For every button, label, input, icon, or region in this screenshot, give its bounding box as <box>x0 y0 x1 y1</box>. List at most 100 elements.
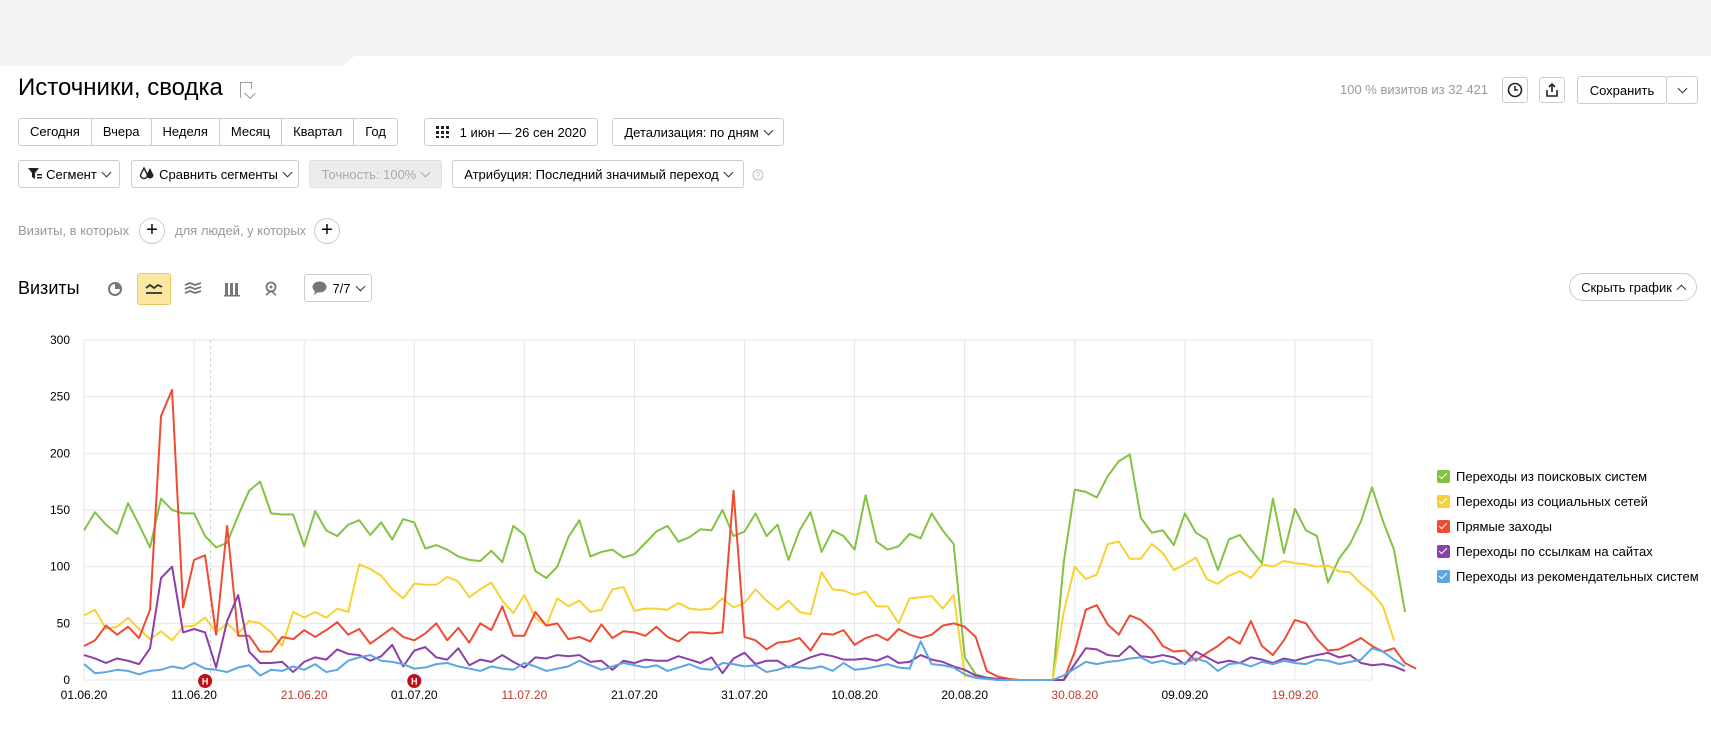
bar-chart-icon <box>224 283 240 297</box>
x-tick-label: 01.06.20 <box>61 688 108 702</box>
segment-dropdown[interactable]: Сегмент <box>18 160 120 188</box>
compare-label: Сравнить сегменты <box>159 166 278 182</box>
compare-segments-dropdown[interactable]: Сравнить сегменты <box>131 160 299 188</box>
visits-line-chart: 0 50 100 150 200 250 300 01.06.20 11.06.20 21.06.… <box>50 333 1417 702</box>
x-tick-label: 31.07.20 <box>721 688 768 702</box>
legend-label: Переходы из поисковых систем <box>1456 469 1648 484</box>
add-visit-condition-button[interactable]: + <box>139 218 165 244</box>
legend-label: Переходы по ссылкам на сайтах <box>1456 544 1653 559</box>
calendar-grid-icon <box>435 126 449 138</box>
y-tick-label: 250 <box>50 390 70 404</box>
legend-label: Прямые заходы <box>1456 519 1553 534</box>
hide-chart-button[interactable]: Скрыть график <box>1569 273 1697 301</box>
share-icon <box>1546 82 1558 97</box>
detail-dropdown[interactable]: Детализация: по дням <box>612 118 784 146</box>
chart-legend: Переходы из поисковых систем Переходы из… <box>1437 464 1699 589</box>
annotations-dropdown[interactable]: 7/7 <box>304 274 372 302</box>
legend-item-social[interactable]: Переходы из социальных сетей <box>1437 489 1699 514</box>
save-button[interactable]: Сохранить <box>1577 76 1667 104</box>
period-month[interactable]: Месяц <box>220 119 283 145</box>
clock-icon <box>1507 82 1523 98</box>
y-tick-label: 200 <box>50 446 70 460</box>
series-line <box>83 540 1395 681</box>
period-quarter[interactable]: Квартал <box>282 119 355 145</box>
x-tick-label: 11.07.20 <box>501 688 547 702</box>
period-week[interactable]: Неделя <box>152 119 220 145</box>
y-tick-label: 300 <box>50 333 70 347</box>
svg-text:?: ? <box>756 171 761 180</box>
page-title: Источники, сводка <box>18 74 223 101</box>
chevron-down-icon <box>763 125 774 135</box>
chevron-down-icon <box>723 167 734 177</box>
checkbox-icon <box>1437 520 1450 533</box>
chevron-down-icon <box>282 167 293 177</box>
attribution-label: Атрибуция: Последний значимый переход <box>464 166 719 182</box>
period-today[interactable]: Сегодня <box>19 119 92 145</box>
x-tick-label: 21.07.20 <box>611 688 658 702</box>
segment-label: Сегмент <box>46 166 97 182</box>
bar-chart-button[interactable] <box>215 273 249 305</box>
add-people-condition-button[interactable]: + <box>314 218 340 244</box>
chevron-up-icon <box>1676 284 1687 294</box>
history-button[interactable] <box>1502 77 1528 103</box>
bookmark-icon[interactable] <box>240 82 252 98</box>
period-selector: Сегодня Вчера Неделя Месяц Квартал Год <box>18 118 398 146</box>
accuracy-label: Точность: 100% <box>321 166 417 182</box>
checkbox-icon <box>1437 470 1450 483</box>
x-tick-label: 01.07.20 <box>391 688 438 702</box>
chevron-down-icon <box>420 167 431 177</box>
export-button[interactable] <box>1539 77 1565 103</box>
comment-icon <box>312 281 327 295</box>
legend-item-search[interactable]: Переходы из поисковых систем <box>1437 464 1699 489</box>
legend-label: Переходы из социальных сетей <box>1456 494 1648 509</box>
detail-label: Детализация: по дням <box>624 124 759 140</box>
checkbox-icon <box>1437 570 1450 583</box>
visits-info: 100 % визитов из 32 421 <box>1340 82 1489 97</box>
y-tick-label: 50 <box>57 616 71 630</box>
area-chart-button[interactable] <box>176 273 210 305</box>
checkbox-icon <box>1437 495 1450 508</box>
save-menu-button[interactable] <box>1666 76 1698 104</box>
top-bar <box>0 0 1711 56</box>
chevron-down-icon <box>101 167 112 177</box>
map-button[interactable] <box>254 273 288 305</box>
top-bar-notch <box>0 52 360 66</box>
x-tick-label: 09.09.20 <box>1161 688 1208 702</box>
checkbox-icon <box>1437 545 1450 558</box>
line-chart-icon <box>145 283 163 294</box>
stacked-area-icon <box>184 282 202 294</box>
date-range-label: 1 июн — 26 сен 2020 <box>459 124 587 140</box>
filter-icon <box>28 168 43 179</box>
legend-item-links[interactable]: Переходы по ссылкам на сайтах <box>1437 539 1699 564</box>
legend-label: Переходы из рекомендательных систем <box>1456 569 1699 584</box>
period-yesterday[interactable]: Вчера <box>92 119 152 145</box>
series-line <box>83 453 1407 681</box>
x-tick-label: 20.08.20 <box>941 688 988 702</box>
x-tick-label: 19.09.20 <box>1272 688 1319 702</box>
y-tick-label: 100 <box>50 560 70 574</box>
annotation-marker <box>407 674 422 688</box>
accuracy-dropdown: Точность: 100% <box>309 160 442 188</box>
period-year[interactable]: Год <box>365 124 386 139</box>
line-chart-button[interactable] <box>137 273 171 305</box>
pie-chart-icon <box>108 282 122 296</box>
legend-item-recommend[interactable]: Переходы из рекомендательных систем <box>1437 564 1699 589</box>
help-icon[interactable]: ? <box>752 169 764 181</box>
series-line <box>83 640 1406 681</box>
chevron-down-icon <box>355 281 365 291</box>
visits-condition-label: Визиты, в которых <box>18 223 130 238</box>
series-line <box>83 565 1406 681</box>
drops-icon <box>139 167 154 180</box>
hide-chart-label: Скрыть график <box>1581 279 1672 295</box>
attribution-dropdown[interactable]: Атрибуция: Последний значимый переход <box>452 160 744 188</box>
x-tick-label: 30.08.20 <box>1051 688 1098 702</box>
annotation-marker-label: Н <box>202 677 209 687</box>
y-tick-label: 150 <box>50 503 70 517</box>
pie-chart-button[interactable] <box>98 273 132 305</box>
annotations-count: 7/7 <box>332 280 351 296</box>
people-condition-label: для людей, у которых <box>175 223 307 238</box>
x-tick-label: 10.08.20 <box>831 688 878 702</box>
legend-item-direct[interactable]: Прямые заходы <box>1437 514 1699 539</box>
date-range-picker[interactable]: 1 июн — 26 сен 2020 <box>424 118 598 146</box>
x-tick-label: 11.06.20 <box>171 688 217 702</box>
